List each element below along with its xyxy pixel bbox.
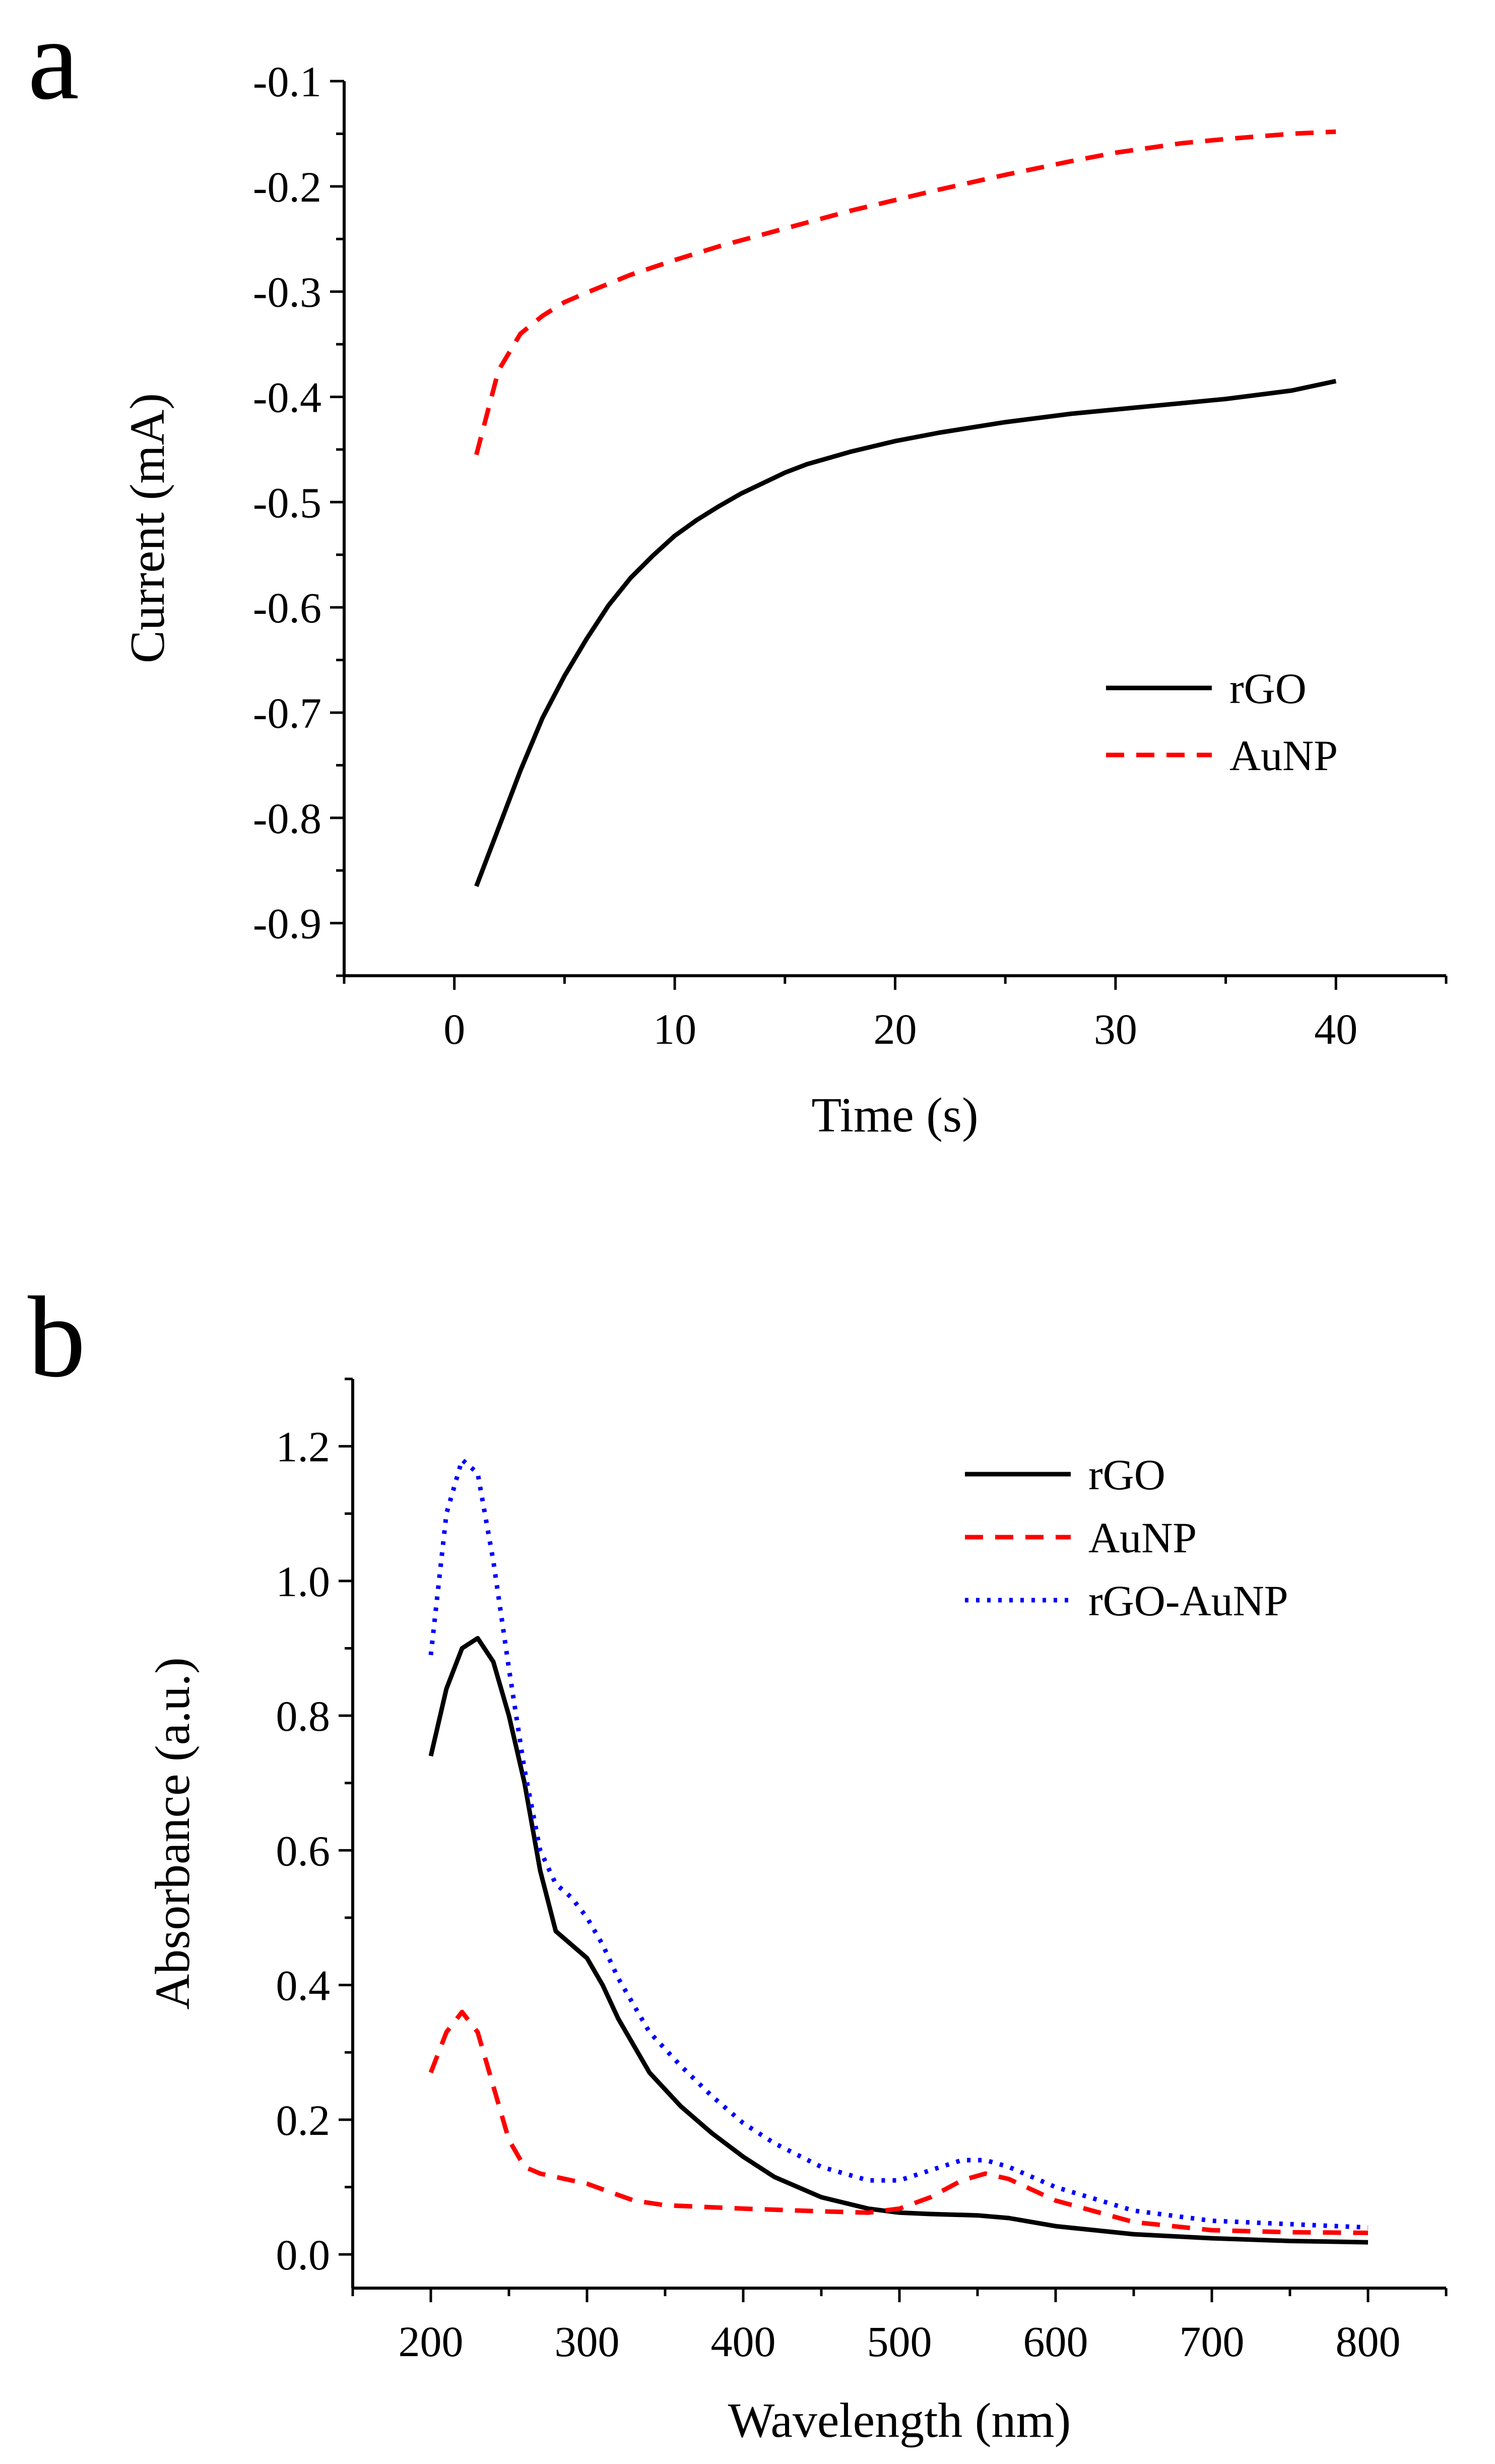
x-tick-label: 40 xyxy=(1314,1005,1357,1053)
legend-label-aunp: AuNP xyxy=(1088,1513,1197,1562)
panel-b-y-axis-label: Absorbance (a.u.) xyxy=(146,1657,200,2009)
legend-label-rgo-aunp: rGO-AuNP xyxy=(1088,1576,1288,1625)
x-tick-label: 20 xyxy=(874,1005,917,1053)
y-tick-label: -0.3 xyxy=(253,268,321,317)
panel-a-ticks: 0 10 20 30 40 -0.9 -0.8 -0.7 -0.6 -0.5 -0.4 -0.3 -0.… xyxy=(253,57,1448,1053)
x-tick-label: 30 xyxy=(1094,1005,1137,1053)
y-tick-label: -0.6 xyxy=(253,584,321,632)
y-tick-label: -0.5 xyxy=(253,478,321,527)
y-tick-label: 1.2 xyxy=(276,1423,331,1471)
y-tick-label: -0.2 xyxy=(253,163,321,211)
y-tick-label: -0.8 xyxy=(253,794,321,843)
y-tick-label: -0.7 xyxy=(253,689,321,737)
x-tick-label: 500 xyxy=(867,2317,932,2366)
y-tick-label: -0.9 xyxy=(253,900,321,948)
y-tick-label: 1.0 xyxy=(276,1557,331,1606)
x-tick-label: 600 xyxy=(1023,2317,1088,2366)
legend-label-rgo: rGO xyxy=(1229,664,1307,713)
x-tick-label: 10 xyxy=(653,1005,696,1053)
series-line-rgo-aunp xyxy=(428,1457,1369,2230)
y-tick-label: 0.6 xyxy=(276,1826,331,1875)
series-line-rgo xyxy=(474,378,1337,888)
panel-a-series xyxy=(474,129,1337,888)
panel-a-x-axis-label: Time (s) xyxy=(811,1088,978,1143)
panel-b-series xyxy=(428,1457,1369,2245)
x-tick-label: 700 xyxy=(1180,2317,1245,2366)
x-tick-label: 800 xyxy=(1336,2317,1401,2366)
y-tick-label: 0.0 xyxy=(276,2231,331,2279)
x-tick-label: 400 xyxy=(711,2317,776,2366)
y-tick-label: -0.1 xyxy=(253,57,321,106)
panel-b-ticks: 200 300 400 500 600 700 800 0.0 0.2 0.4 0.6 0.8 1.0 1… xyxy=(276,1377,1448,2366)
panel-b-legend: rGO AuNP rGO-AuNP xyxy=(965,1450,1288,1625)
panel-a-label: a xyxy=(28,0,79,123)
series-line-rgo xyxy=(428,1636,1369,2245)
panel-b: b 200 300 400 500 600 700 800 0.0 0.2 0.4 0.6 0.8 1.… xyxy=(28,1273,1448,2448)
series-line-aunp xyxy=(428,2009,1369,2235)
panel-b-label: b xyxy=(28,1273,86,1401)
y-tick-label: 0.4 xyxy=(276,1962,331,2010)
panel-b-x-axis-label: Wavelength (nm) xyxy=(728,2393,1071,2448)
panel-a-y-axis-label: Current (mA) xyxy=(120,393,175,663)
x-tick-label: 0 xyxy=(443,1005,465,1053)
panel-a-legend: rGO AuNP xyxy=(1106,664,1338,780)
legend-label-rgo: rGO xyxy=(1088,1450,1165,1499)
y-tick-label: -0.4 xyxy=(253,373,321,421)
y-tick-label: 0.8 xyxy=(276,1692,331,1740)
x-tick-label: 300 xyxy=(555,2317,620,2366)
legend-label-aunp: AuNP xyxy=(1229,731,1338,780)
x-tick-label: 200 xyxy=(399,2317,464,2366)
y-tick-label: 0.2 xyxy=(276,2096,331,2144)
series-line-aunp xyxy=(474,129,1336,456)
panel-a: a 0 10 20 30 40 -0.9 -0.8 -0.7 -0.6 -0.5 -0.4 -0.3 -… xyxy=(28,0,1448,1143)
